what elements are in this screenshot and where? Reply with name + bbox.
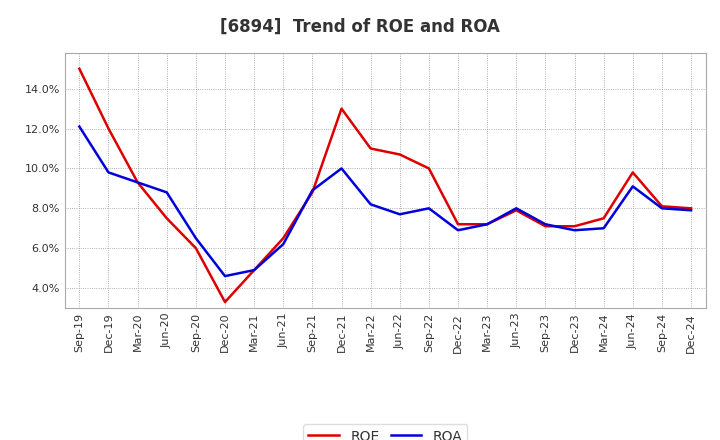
- ROE: [512, 208, 521, 213]
- ROA: [425, 205, 433, 211]
- ROA: [220, 274, 229, 279]
- ROE: [657, 204, 666, 209]
- ROE: [629, 170, 637, 175]
- ROE: [104, 126, 113, 131]
- ROA: [337, 166, 346, 171]
- ROE: [483, 222, 492, 227]
- ROA: [541, 222, 550, 227]
- ROA: [250, 268, 258, 273]
- ROE: [220, 299, 229, 304]
- ROA: [570, 227, 579, 233]
- ROE: [337, 106, 346, 111]
- ROE: [279, 235, 287, 241]
- ROA: [163, 190, 171, 195]
- ROA: [192, 235, 200, 241]
- ROE: [366, 146, 375, 151]
- ROA: [454, 227, 462, 233]
- ROE: [541, 224, 550, 229]
- ROA: [133, 180, 142, 185]
- ROE: [599, 216, 608, 221]
- ROA: [279, 242, 287, 247]
- ROA: [395, 212, 404, 217]
- Legend: ROE, ROA: ROE, ROA: [303, 424, 467, 440]
- ROA: [687, 208, 696, 213]
- ROA: [104, 170, 113, 175]
- Line: ROA: ROA: [79, 127, 691, 276]
- ROA: [366, 202, 375, 207]
- ROA: [512, 205, 521, 211]
- ROE: [250, 268, 258, 273]
- ROE: [75, 66, 84, 71]
- ROA: [308, 188, 317, 193]
- ROE: [163, 216, 171, 221]
- ROA: [657, 205, 666, 211]
- ROA: [629, 184, 637, 189]
- Line: ROE: ROE: [79, 69, 691, 302]
- ROE: [133, 180, 142, 185]
- ROA: [599, 226, 608, 231]
- ROA: [483, 222, 492, 227]
- ROA: [75, 124, 84, 129]
- Text: [6894]  Trend of ROE and ROA: [6894] Trend of ROE and ROA: [220, 18, 500, 36]
- ROE: [192, 246, 200, 251]
- ROE: [425, 166, 433, 171]
- ROE: [454, 222, 462, 227]
- ROE: [570, 224, 579, 229]
- ROE: [395, 152, 404, 157]
- ROE: [687, 205, 696, 211]
- ROE: [308, 190, 317, 195]
